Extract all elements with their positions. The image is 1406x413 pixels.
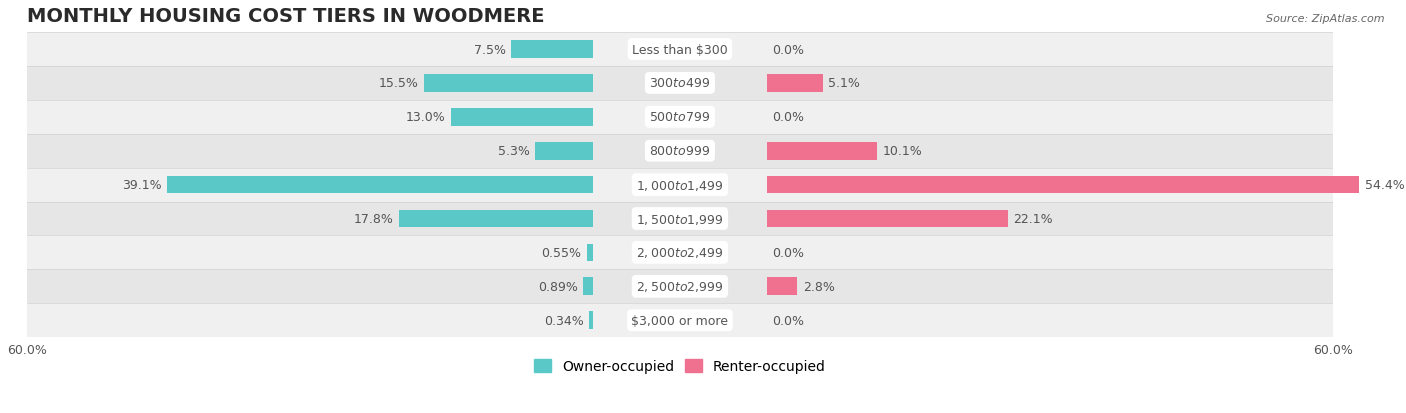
- Bar: [425, 75, 593, 93]
- Bar: [27, 304, 1333, 337]
- Text: 0.0%: 0.0%: [772, 43, 804, 56]
- Text: 13.0%: 13.0%: [406, 111, 446, 124]
- Bar: [768, 142, 877, 160]
- Bar: [27, 168, 1333, 202]
- Bar: [27, 67, 1333, 101]
- Bar: [768, 210, 1008, 228]
- Text: 0.0%: 0.0%: [772, 246, 804, 259]
- Text: 10.1%: 10.1%: [883, 145, 922, 158]
- Text: Source: ZipAtlas.com: Source: ZipAtlas.com: [1267, 14, 1385, 24]
- Bar: [768, 176, 1360, 194]
- Bar: [768, 278, 797, 295]
- Text: 39.1%: 39.1%: [122, 179, 162, 192]
- Text: 54.4%: 54.4%: [1365, 179, 1405, 192]
- Text: 22.1%: 22.1%: [1012, 213, 1053, 225]
- Bar: [583, 278, 593, 295]
- Bar: [586, 244, 593, 261]
- Bar: [27, 270, 1333, 304]
- Bar: [27, 236, 1333, 270]
- Text: 0.89%: 0.89%: [538, 280, 578, 293]
- Bar: [589, 312, 593, 329]
- Text: $300 to $499: $300 to $499: [650, 77, 710, 90]
- Text: $1,000 to $1,499: $1,000 to $1,499: [636, 178, 724, 192]
- Text: $800 to $999: $800 to $999: [650, 145, 710, 158]
- Bar: [27, 202, 1333, 236]
- Text: 15.5%: 15.5%: [378, 77, 419, 90]
- Bar: [27, 33, 1333, 67]
- Text: $3,000 or more: $3,000 or more: [631, 314, 728, 327]
- Bar: [512, 41, 593, 59]
- Bar: [27, 101, 1333, 134]
- Text: $2,000 to $2,499: $2,000 to $2,499: [636, 246, 724, 260]
- Text: 5.1%: 5.1%: [828, 77, 860, 90]
- Bar: [167, 176, 593, 194]
- Bar: [399, 210, 593, 228]
- Bar: [451, 109, 593, 126]
- Text: 7.5%: 7.5%: [474, 43, 506, 56]
- Legend: Owner-occupied, Renter-occupied: Owner-occupied, Renter-occupied: [529, 354, 831, 379]
- Text: 2.8%: 2.8%: [803, 280, 835, 293]
- Text: $500 to $799: $500 to $799: [650, 111, 710, 124]
- Text: 0.34%: 0.34%: [544, 314, 583, 327]
- Text: 0.55%: 0.55%: [541, 246, 582, 259]
- Text: $1,500 to $1,999: $1,500 to $1,999: [636, 212, 724, 226]
- Bar: [768, 75, 823, 93]
- Text: 0.0%: 0.0%: [772, 314, 804, 327]
- Text: Less than $300: Less than $300: [633, 43, 728, 56]
- Bar: [27, 134, 1333, 168]
- Text: MONTHLY HOUSING COST TIERS IN WOODMERE: MONTHLY HOUSING COST TIERS IN WOODMERE: [27, 7, 544, 26]
- Text: 17.8%: 17.8%: [354, 213, 394, 225]
- Text: 0.0%: 0.0%: [772, 111, 804, 124]
- Bar: [536, 142, 593, 160]
- Text: $2,500 to $2,999: $2,500 to $2,999: [636, 280, 724, 294]
- Text: 5.3%: 5.3%: [498, 145, 530, 158]
